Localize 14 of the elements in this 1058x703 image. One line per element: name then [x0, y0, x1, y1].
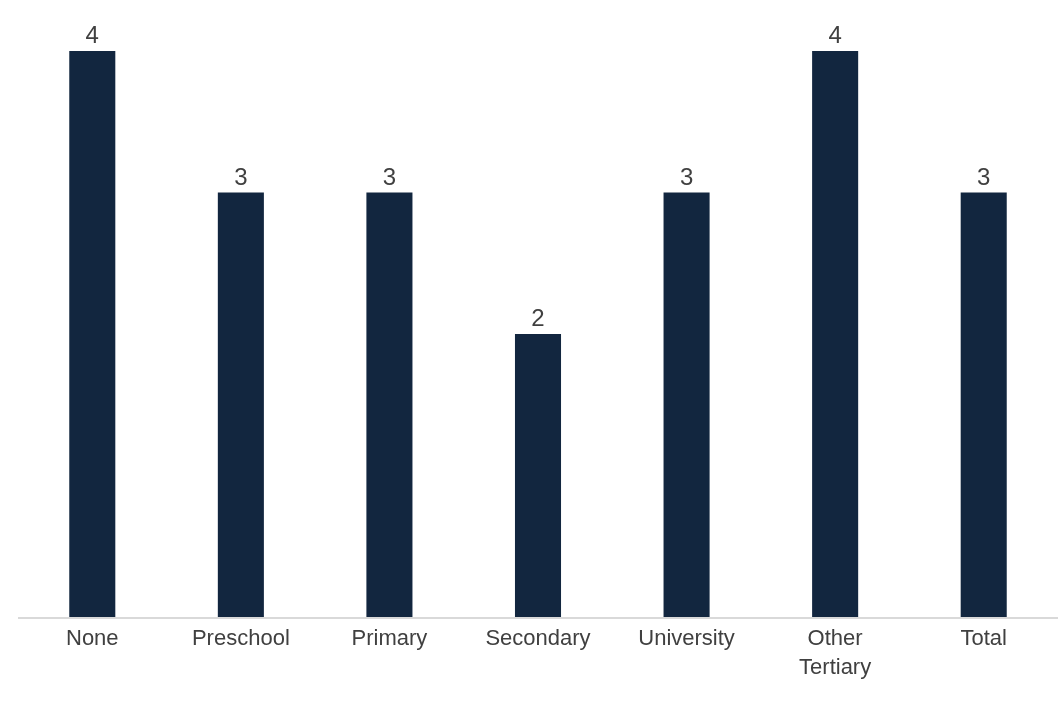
data-label: 4 — [828, 21, 842, 48]
x-tick-label: Primary — [351, 624, 428, 650]
data-label: 2 — [531, 304, 545, 331]
data-label: 4 — [85, 21, 99, 48]
data-label: 3 — [679, 162, 694, 190]
x-tick-label: Other Tertiary — [799, 624, 872, 679]
data-label: 3 — [234, 162, 248, 190]
x-tick-label: Preschool — [191, 624, 290, 650]
data-label: 3 — [977, 162, 991, 190]
x-tick-label: None — [65, 624, 119, 650]
x-tick-label: Total — [960, 624, 1007, 650]
data-label: 3 — [382, 162, 397, 190]
x-tick-label: University — [638, 624, 735, 650]
x-tick-label: Secondary — [485, 624, 591, 650]
